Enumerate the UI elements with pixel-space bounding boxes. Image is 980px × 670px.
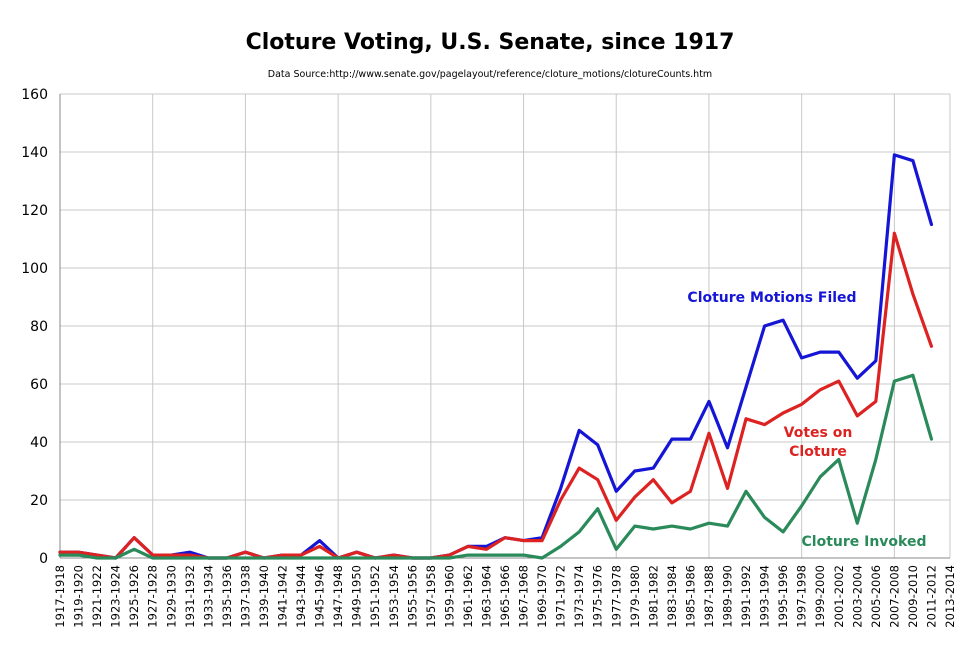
x-tick-label: 1929-1930 <box>164 565 178 628</box>
series-line-cloture-motions-filed <box>58 153 934 560</box>
x-tick-label: 1987-1988 <box>702 565 716 628</box>
x-tick-label: 1957-1958 <box>424 565 438 628</box>
x-tick-label: 1997-1998 <box>795 565 809 628</box>
x-tick-label: 1923-1924 <box>109 565 123 628</box>
x-tick-label: 1981-1982 <box>646 565 660 628</box>
x-tick-label: 2007-2008 <box>887 565 901 628</box>
x-tick-label: 2005-2006 <box>869 565 883 628</box>
x-tick-label: 2013-2014 <box>943 565 957 628</box>
chart-title: Cloture Voting, U.S. Senate, since 1917 <box>245 30 735 55</box>
y-tick-label: 140 <box>21 145 48 161</box>
x-tick-label: 1931-1932 <box>183 565 197 628</box>
x-tick-label: 1995-1996 <box>776 565 790 628</box>
x-tick-label: 1975-1976 <box>591 565 605 628</box>
x-tick-label: 1973-1974 <box>572 565 586 628</box>
chart-subtitle: Data Source:http://www.senate.gov/pagela… <box>267 69 713 80</box>
series-line-cloture-invoked <box>58 373 934 560</box>
y-tick-label: 0 <box>39 551 48 567</box>
x-tick-label: 2009-2010 <box>906 565 920 628</box>
x-tick-label: 1959-1960 <box>442 565 456 628</box>
x-tick-label: 1989-1990 <box>721 565 735 628</box>
x-tick-label: 1927-1928 <box>146 565 160 628</box>
y-tick-label: 160 <box>21 87 48 103</box>
x-tick-label: 1961-1962 <box>461 565 475 628</box>
x-tick-label: 1977-1978 <box>609 565 623 628</box>
y-tick-label: 60 <box>30 377 48 393</box>
x-tick-label: 1967-1968 <box>517 565 531 628</box>
x-tick-label: 2001-2002 <box>832 565 846 628</box>
x-tick-label: 1943-1944 <box>294 565 308 628</box>
x-tick-label: 1919-1920 <box>72 565 86 628</box>
x-tick-label: 1953-1954 <box>387 565 401 628</box>
x-tick-label: 1993-1994 <box>758 565 772 628</box>
x-tick-label: 1983-1984 <box>665 565 679 628</box>
x-tick-label: 1985-1986 <box>683 565 697 628</box>
x-tick-label: 2011-2012 <box>924 565 938 628</box>
x-tick-label: 2003-2004 <box>850 565 864 628</box>
x-tick-label: 1917-1918 <box>53 565 67 628</box>
x-tick-label: 1955-1956 <box>405 565 419 628</box>
x-tick-label: 1939-1940 <box>257 565 271 628</box>
y-tick-label: 120 <box>21 203 48 219</box>
y-tick-label: 80 <box>30 319 48 335</box>
y-tick-label: 20 <box>30 493 48 509</box>
x-tick-label: 1991-1992 <box>739 565 753 628</box>
x-tick-label: 1941-1942 <box>276 565 290 628</box>
series-label: Votes on <box>784 425 853 441</box>
x-tick-label: 1935-1936 <box>220 565 234 628</box>
x-tick-label: 1925-1926 <box>127 565 141 628</box>
x-tick-label: 1951-1952 <box>368 565 382 628</box>
y-tick-label: 100 <box>21 261 48 277</box>
x-tick-label: 1965-1966 <box>498 565 512 628</box>
x-tick-label: 1979-1980 <box>628 565 642 628</box>
x-tick-label: 1921-1922 <box>90 565 104 628</box>
x-tick-label: 1933-1934 <box>201 565 215 628</box>
x-tick-label: 1947-1948 <box>331 565 345 628</box>
x-tick-label: 1937-1938 <box>238 565 252 628</box>
x-tick-label: 1963-1964 <box>479 565 493 628</box>
x-tick-label: 1945-1946 <box>313 565 327 628</box>
series-label: Cloture <box>789 444 847 460</box>
y-tick-label: 40 <box>30 435 48 451</box>
x-tick-label: 1969-1970 <box>535 565 549 628</box>
series-label: Cloture Invoked <box>802 534 927 550</box>
series-label: Cloture Motions Filed <box>687 290 856 306</box>
x-tick-label: 1971-1972 <box>554 565 568 628</box>
x-tick-label: 1949-1950 <box>350 565 364 628</box>
x-tick-label: 1999-2000 <box>813 565 827 628</box>
